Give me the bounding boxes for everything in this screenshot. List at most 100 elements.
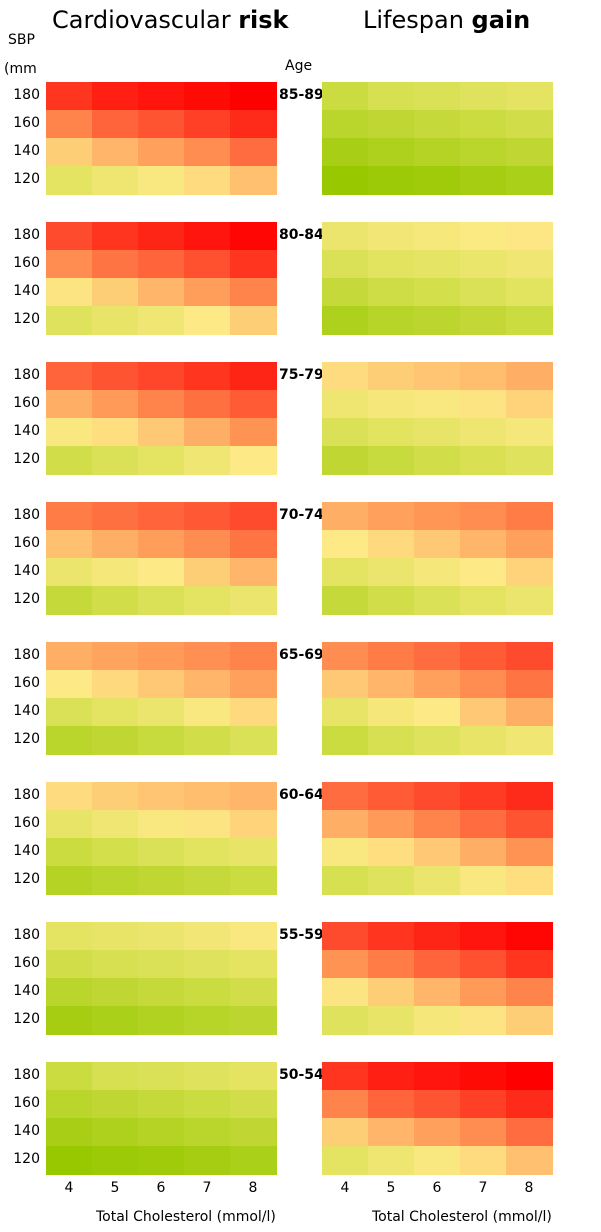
heatmap-cell-gain — [506, 250, 553, 279]
heatmap-cell-risk — [92, 82, 139, 111]
heatmap-cell-gain — [414, 1090, 461, 1119]
heatmap-cell-risk — [46, 1062, 93, 1091]
heatmap-cell-risk — [230, 278, 277, 307]
y-tick-label: 140 — [13, 983, 40, 999]
heatmap-cell-gain — [368, 1006, 415, 1035]
y-tick-label: 180 — [13, 1067, 40, 1083]
heatmap-cell-gain — [460, 670, 507, 699]
heatmap-cell-risk — [92, 390, 139, 419]
heatmap-cell-risk — [138, 138, 185, 167]
heatmap-cell-risk — [138, 110, 185, 139]
y-tick-label: 140 — [13, 703, 40, 719]
heatmap-cell-risk — [230, 530, 277, 559]
x-tick-label: 8 — [524, 1180, 534, 1196]
heatmap-cell-risk — [138, 418, 185, 447]
heatmap-cell-risk — [46, 306, 93, 335]
heatmap-cell-gain — [414, 726, 461, 755]
x-tick-label: 7 — [478, 1180, 488, 1196]
heatmap-cell-gain — [322, 978, 369, 1007]
heatmap-cell-risk — [230, 782, 277, 811]
heatmap-cell-gain — [506, 278, 553, 307]
heatmap-cell-gain — [322, 810, 369, 839]
heatmap-cell-gain — [506, 838, 553, 867]
y-tick-label: 120 — [13, 1151, 40, 1167]
y-tick-label: 160 — [13, 535, 40, 551]
heatmap-cell-gain — [506, 166, 553, 195]
heatmap-cell-gain — [368, 1118, 415, 1147]
heatmap-cell-gain — [414, 950, 461, 979]
heatmap-cell-gain — [322, 82, 369, 111]
heatmap-cell-risk — [230, 1146, 277, 1175]
heatmap-cell-gain — [506, 950, 553, 979]
heatmap-cell-risk — [184, 782, 231, 811]
y-tick-label: 120 — [13, 591, 40, 607]
heatmap-cell-risk — [184, 418, 231, 447]
heatmap-cell-risk — [184, 446, 231, 475]
y-tick-label: 160 — [13, 255, 40, 271]
heatmap-cell-risk — [230, 390, 277, 419]
heatmap-cell-risk — [92, 838, 139, 867]
heatmap-cell-gain — [322, 1062, 369, 1091]
heatmap-cell-gain — [460, 82, 507, 111]
heatmap-cell-risk — [92, 1146, 139, 1175]
heatmap-cell-risk — [46, 586, 93, 615]
heatmap-cell-gain — [368, 166, 415, 195]
heatmap-cell-gain — [322, 446, 369, 475]
y-tick-label: 180 — [13, 927, 40, 943]
heatmap-cell-risk — [230, 1118, 277, 1147]
heatmap-cell-gain — [460, 1006, 507, 1035]
heatmap-cell-gain — [506, 642, 553, 671]
heatmap-cell-risk — [230, 306, 277, 335]
heatmap-cell-gain — [506, 1006, 553, 1035]
heatmap-cell-gain — [322, 222, 369, 251]
heatmap-cell-risk — [92, 306, 139, 335]
heatmap-cell-gain — [414, 306, 461, 335]
heatmap-cell-risk — [184, 306, 231, 335]
heatmap-cell-gain — [322, 1146, 369, 1175]
heatmap-cell-gain — [506, 446, 553, 475]
age-label: 65-69 — [279, 647, 324, 663]
heatmap-cell-gain — [460, 306, 507, 335]
age-label: 55-59 — [279, 927, 324, 943]
heatmap-cell-gain — [414, 418, 461, 447]
heatmap-cell-risk — [138, 446, 185, 475]
heatmap-cell-gain — [368, 1146, 415, 1175]
heatmap-cell-gain — [368, 530, 415, 559]
x-tick-label: 5 — [386, 1180, 396, 1196]
y-tick-label: 160 — [13, 675, 40, 691]
heatmap-cell-risk — [46, 950, 93, 979]
heatmap-cell-risk — [138, 978, 185, 1007]
heatmap-cell-risk — [92, 502, 139, 531]
heatmap-cell-risk — [46, 1118, 93, 1147]
heatmap-cell-risk — [138, 866, 185, 895]
heatmap-cell-gain — [460, 110, 507, 139]
heatmap-cell-gain — [368, 810, 415, 839]
heatmap-cell-gain — [322, 1006, 369, 1035]
x-tick-label: 7 — [202, 1180, 212, 1196]
heatmap-cell-risk — [92, 866, 139, 895]
heatmap-cell-risk — [230, 922, 277, 951]
heatmap-cell-risk — [138, 502, 185, 531]
heatmap-cell-risk — [184, 586, 231, 615]
heatmap-cell-gain — [506, 1090, 553, 1119]
y-tick-label: 120 — [13, 731, 40, 747]
heatmap-cell-gain — [506, 670, 553, 699]
heatmap-cell-gain — [368, 1062, 415, 1091]
heatmap-cell-risk — [92, 950, 139, 979]
heatmap-cell-gain — [460, 1090, 507, 1119]
heatmap-cell-risk — [230, 1090, 277, 1119]
heatmap-cell-gain — [414, 586, 461, 615]
heatmap-cell-gain — [414, 502, 461, 531]
heatmap-cell-gain — [506, 922, 553, 951]
heatmap-cell-risk — [46, 978, 93, 1007]
heatmap-cell-risk — [184, 138, 231, 167]
heatmap-cell-risk — [230, 670, 277, 699]
heatmap-cell-risk — [46, 390, 93, 419]
heatmap-cell-risk — [230, 642, 277, 671]
heatmap-cell-gain — [322, 1090, 369, 1119]
heatmap-cell-risk — [184, 950, 231, 979]
y-tick-label: 160 — [13, 115, 40, 131]
heatmap-cell-risk — [46, 726, 93, 755]
heatmap-cell-risk — [230, 166, 277, 195]
heatmap-cell-risk — [184, 278, 231, 307]
